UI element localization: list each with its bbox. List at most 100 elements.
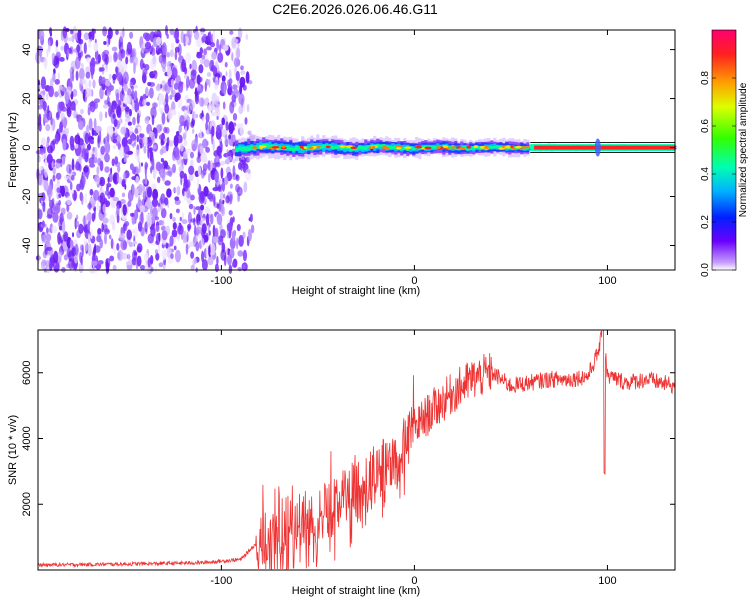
noise-blob [78,120,84,131]
noise-blob [132,249,138,262]
noise-blob [101,76,106,85]
noise-blob [155,252,160,261]
noise-blob [176,185,181,196]
noise-blob [188,165,195,175]
noise-blob [250,224,255,234]
noise-blob [157,176,161,183]
y-tick-label: -40 [21,238,33,254]
noise-blob [88,118,93,131]
noise-blob [122,204,127,216]
noise-blob [37,209,43,220]
noise-blob [243,264,246,270]
noise-blob [75,70,79,81]
noise-blob [81,147,87,160]
noise-blob [50,124,53,134]
noise-blob [138,161,141,174]
noise-blob [115,92,120,103]
snr-x-label: Height of straight line (km) [292,585,420,597]
noise-blob [110,167,113,175]
noise-blob [208,172,211,183]
signal-hotspot [414,145,423,149]
noise-blob [160,226,166,231]
noise-blob [48,256,54,270]
noise-blob [157,245,161,255]
noise-blob [142,68,148,76]
noise-blob [223,176,229,185]
noise-blob [193,257,197,265]
noise-blob [161,42,167,56]
signal-hotspot [404,146,412,149]
noise-blob [91,127,95,137]
noise-blob [126,229,132,240]
noise-blob [190,264,195,271]
noise-blob [223,193,226,199]
noise-blob [121,252,128,260]
noise-blob [237,267,242,272]
noise-blob [139,142,143,149]
noise-blob [45,233,52,242]
noise-blob [194,136,199,149]
noise-blob [99,160,104,172]
noise-blob [245,34,249,40]
noise-blob [112,138,118,144]
noise-blob [72,232,74,238]
noise-blob [228,134,232,140]
noise-blob [87,143,91,151]
noise-blob [212,187,219,192]
noise-blob [120,239,127,251]
noise-blob [181,59,187,72]
noise-blob [134,149,141,161]
noise-blob [190,251,195,259]
signal-hotspot [339,145,346,148]
noise-blob [171,229,178,238]
noise-blob [94,49,99,61]
spectrogram-panel: -100 0 100 -40 -20 0 20 40 Height of straight … [7,25,677,297]
noise-blob [112,113,116,119]
noise-blob [233,57,240,68]
noise-blob [128,241,133,248]
noise-blob [77,29,82,42]
snr-series-line [38,330,675,570]
noise-blob [106,131,110,144]
noise-blob [87,106,91,116]
noise-blob [172,163,176,174]
noise-blob [158,220,164,226]
noise-blob [56,251,63,259]
noise-blob [65,91,69,105]
noise-blob [247,229,252,242]
noise-blob [121,77,124,88]
noise-blob [143,145,147,154]
noise-blob [69,181,73,191]
spectrogram-noise-region [35,25,255,275]
noise-blob [190,218,196,223]
noise-blob [125,261,132,266]
noise-blob [233,134,236,143]
noise-blob [211,59,215,68]
noise-blob [119,146,125,158]
noise-blob [244,117,248,125]
noise-blob [183,33,186,47]
spectrogram-y-ticks: -40 -20 0 20 40 [21,43,675,253]
y-tick-label: 4000 [21,426,33,450]
noise-blob [160,207,167,219]
noise-blob [177,98,183,109]
noise-blob [137,183,144,195]
noise-blob [56,192,60,200]
noise-blob [232,261,235,268]
noise-blob [150,225,156,237]
noise-blob [183,151,188,160]
noise-blob [183,173,188,186]
noise-blob [100,199,104,205]
noise-blob [93,207,96,220]
noise-blob [229,101,235,114]
noise-blob [158,94,161,108]
noise-blob [146,101,151,106]
colorbar: 0.0 0.2 0.4 0.6 0.8 Normalized spectral ampl… [700,29,749,277]
noise-blob [81,244,84,258]
noise-blob [154,128,158,139]
noise-blob [220,160,226,166]
noise-blob [119,233,126,241]
noise-blob [51,198,55,205]
noise-blob [165,242,169,249]
noise-blob [196,74,201,85]
